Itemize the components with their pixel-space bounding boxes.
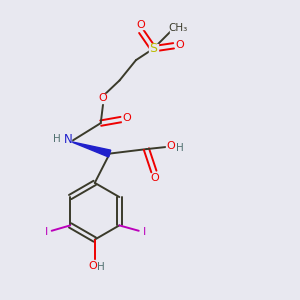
Text: N: N — [64, 133, 73, 146]
Text: O: O — [99, 93, 107, 103]
Text: CH₃: CH₃ — [168, 23, 188, 34]
Bar — [150, 174, 159, 182]
Text: O: O — [176, 40, 184, 50]
Text: H: H — [176, 143, 183, 153]
Text: O: O — [150, 173, 159, 183]
Bar — [52, 135, 61, 143]
Text: H: H — [98, 262, 105, 272]
Bar — [148, 44, 158, 53]
Bar — [170, 24, 186, 33]
Bar — [63, 135, 71, 143]
Text: H: H — [53, 134, 60, 144]
Bar — [176, 41, 184, 49]
Text: S: S — [149, 42, 157, 55]
Bar — [99, 94, 108, 103]
Text: O: O — [167, 141, 176, 151]
Bar — [136, 21, 145, 29]
Text: O: O — [122, 113, 131, 123]
Text: I: I — [45, 227, 48, 237]
Bar — [122, 114, 131, 122]
Text: O: O — [136, 20, 145, 30]
Text: O: O — [88, 261, 97, 271]
Bar — [87, 260, 102, 270]
Bar — [166, 142, 181, 150]
Text: I: I — [142, 227, 146, 237]
Polygon shape — [71, 142, 111, 157]
